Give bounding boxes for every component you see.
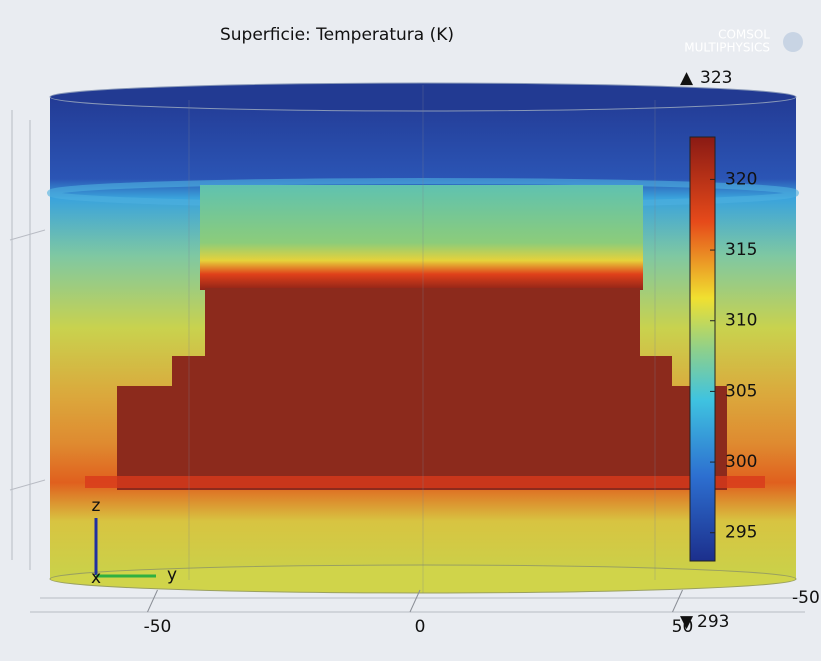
plate xyxy=(85,476,765,488)
max-marker: ▲ xyxy=(680,68,694,88)
logo-line: COMSOL xyxy=(718,28,770,42)
comsol-view: z x y Superficie: Temperatura (K) COMSOL… xyxy=(0,0,821,661)
colorbar-tick-label: 320 xyxy=(725,169,757,189)
min-label: 293 xyxy=(697,612,729,632)
colorbar-tick-label: 300 xyxy=(725,452,757,472)
colorbar-tick-label: 305 xyxy=(725,381,757,401)
axis-tick-label: 50 xyxy=(672,617,694,637)
title: Superficie: Temperatura (K) xyxy=(220,25,454,45)
max-label: 323 xyxy=(700,68,732,88)
triad-label: y xyxy=(167,565,177,585)
colorbar-tick-label: 295 xyxy=(725,523,757,543)
colorbar-tick-label: 315 xyxy=(725,240,757,260)
upper-section xyxy=(200,185,643,290)
triad-label: z xyxy=(92,496,101,516)
body xyxy=(117,288,727,490)
triad-label: x xyxy=(91,568,101,588)
colorbar-tick-label: 310 xyxy=(725,311,757,331)
colorbar xyxy=(690,137,715,561)
logo-line: MULTIPHYSICS xyxy=(684,41,770,55)
logo-icon xyxy=(783,32,803,52)
x-edge-label: -50 xyxy=(792,588,820,608)
axis-tick-label: 0 xyxy=(415,617,426,637)
axis-tick-label: -50 xyxy=(144,617,172,637)
